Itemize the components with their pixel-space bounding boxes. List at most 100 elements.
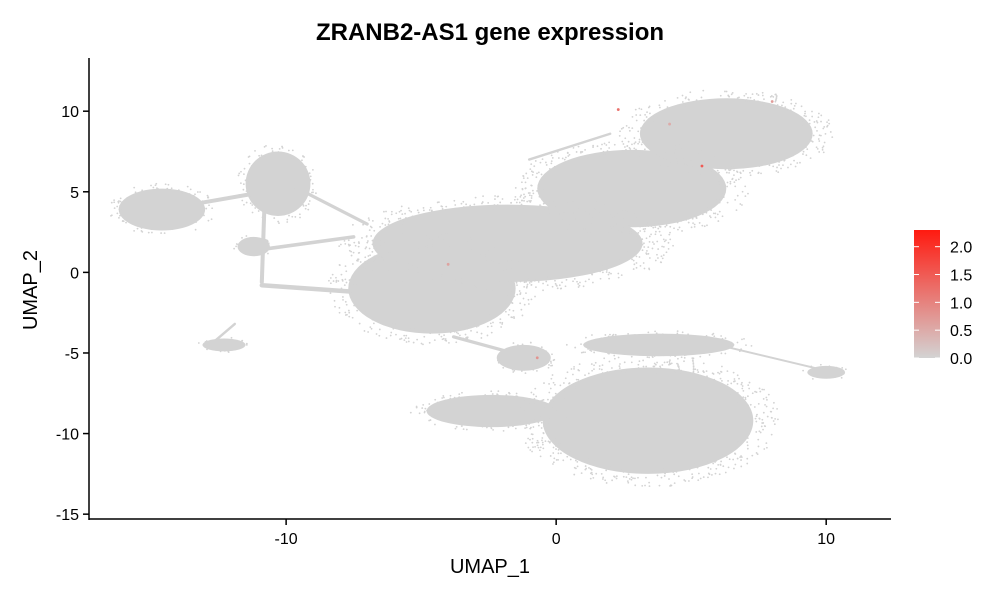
cell-point	[526, 177, 529, 180]
cell-point	[794, 165, 797, 168]
cell-point	[539, 400, 542, 402]
cell-point	[636, 238, 639, 241]
cell-point	[585, 155, 588, 158]
cell-point	[572, 213, 575, 215]
cell-point	[602, 233, 605, 236]
cell-point	[735, 179, 737, 182]
cell-point	[476, 206, 478, 209]
cell-point	[453, 396, 456, 399]
cell-point	[673, 105, 676, 108]
cell-point	[733, 169, 735, 172]
cell-point	[662, 470, 665, 473]
cell-point	[351, 287, 354, 290]
cell-point	[251, 211, 254, 214]
cell-point	[638, 107, 641, 110]
cell-point	[505, 306, 508, 309]
cell-point	[497, 207, 500, 210]
cell-cluster	[426, 394, 557, 428]
cell-point	[551, 408, 554, 411]
cell-point	[545, 419, 548, 422]
cell-point	[677, 357, 679, 360]
cell-point	[347, 239, 350, 242]
cell-point	[626, 250, 629, 253]
cell-point	[554, 282, 557, 285]
cell-point	[712, 462, 715, 465]
cell-point	[543, 182, 546, 184]
cell-point	[442, 209, 445, 212]
cell-point	[734, 439, 737, 442]
cell-point	[684, 480, 687, 482]
cell-point	[745, 92, 747, 95]
cell-point	[248, 155, 251, 158]
cell-point	[669, 225, 672, 228]
cell-cluster	[202, 338, 246, 352]
cell-point	[739, 203, 742, 205]
cell-point	[560, 452, 562, 455]
cell-point	[530, 433, 533, 436]
cell-stream	[214, 322, 237, 342]
cell-point	[731, 167, 734, 170]
cell-point	[335, 276, 337, 279]
cell-point	[371, 318, 374, 321]
cell-point	[721, 337, 724, 340]
cell-point	[564, 415, 567, 418]
cell-point	[796, 162, 799, 164]
cell-point	[423, 335, 426, 338]
cell-point	[415, 231, 418, 234]
cell-point	[405, 341, 408, 343]
cell-point	[460, 202, 463, 205]
cell-point	[572, 146, 575, 149]
cell-point	[738, 96, 740, 99]
cell-point	[699, 355, 702, 358]
cell-point	[736, 441, 739, 444]
cell-point	[607, 352, 610, 355]
cell-point	[611, 367, 613, 369]
cell-point	[641, 243, 644, 246]
cell-point	[562, 382, 565, 384]
cell-point	[369, 254, 371, 257]
cell-point	[577, 369, 580, 371]
cell-point	[577, 145, 580, 148]
cell-point	[768, 164, 771, 167]
cell-point	[619, 467, 622, 469]
cell-point	[529, 449, 532, 451]
cell-point	[384, 217, 387, 220]
cell-point	[684, 104, 687, 107]
cell-point	[555, 166, 558, 169]
cell-point	[812, 134, 815, 137]
cell-point	[511, 280, 514, 283]
cell-point	[474, 284, 477, 287]
cell-point	[312, 188, 314, 191]
cell-point	[635, 244, 637, 247]
cell-point	[698, 222, 701, 224]
cell-point	[307, 208, 310, 211]
cell-point	[516, 284, 518, 287]
cell-point	[809, 157, 812, 159]
cell-point	[439, 275, 442, 278]
cell-point	[523, 286, 526, 288]
cell-point	[408, 209, 411, 212]
cell-point	[651, 153, 653, 156]
cell-point	[648, 128, 650, 131]
cell-point	[800, 119, 803, 122]
cell-point	[595, 201, 598, 204]
cell-point	[489, 281, 491, 283]
cell-point	[444, 338, 447, 340]
cell-point	[559, 287, 562, 290]
cell-point	[567, 155, 570, 157]
cell-point	[648, 240, 651, 243]
cell-point	[775, 93, 777, 96]
cell-point	[643, 246, 646, 248]
cell-point	[343, 290, 346, 293]
cell-point	[405, 334, 408, 337]
cell-point	[262, 237, 265, 240]
cell-point	[555, 459, 558, 461]
cell-point	[536, 172, 538, 175]
cell-point	[514, 427, 517, 430]
cell-point	[717, 183, 720, 186]
cell-point	[756, 413, 758, 416]
cell-point	[809, 138, 812, 141]
cell-point	[583, 229, 586, 232]
cell-point	[540, 205, 543, 208]
cell-point	[665, 251, 668, 254]
